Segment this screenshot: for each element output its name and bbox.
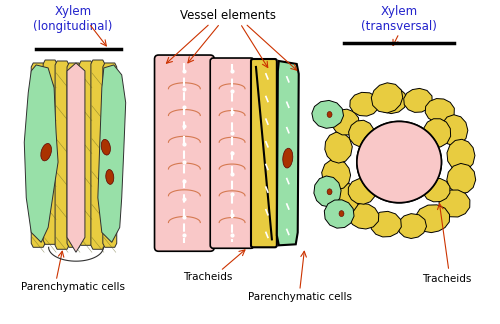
Ellipse shape	[41, 144, 51, 161]
Polygon shape	[425, 98, 454, 123]
Polygon shape	[415, 205, 450, 233]
Polygon shape	[348, 120, 374, 147]
Polygon shape	[79, 61, 93, 245]
Polygon shape	[398, 214, 426, 238]
FancyBboxPatch shape	[210, 58, 254, 248]
Text: Xylem
(transversal): Xylem (transversal)	[361, 6, 437, 33]
Polygon shape	[91, 60, 105, 249]
Polygon shape	[332, 183, 359, 214]
Polygon shape	[349, 203, 379, 229]
Text: Xylem
(longitudinal): Xylem (longitudinal)	[34, 6, 112, 33]
Ellipse shape	[357, 122, 442, 203]
Polygon shape	[376, 87, 407, 114]
Polygon shape	[372, 83, 402, 113]
Text: Tracheids: Tracheids	[184, 272, 233, 282]
Polygon shape	[312, 100, 344, 128]
Polygon shape	[24, 65, 58, 242]
Ellipse shape	[327, 111, 332, 118]
Polygon shape	[423, 179, 450, 202]
Polygon shape	[370, 211, 402, 237]
Ellipse shape	[283, 148, 293, 168]
Text: Parenchymatic cells: Parenchymatic cells	[21, 282, 125, 292]
Polygon shape	[332, 109, 359, 135]
Polygon shape	[67, 63, 85, 252]
Text: Vessel elements: Vessel elements	[180, 9, 276, 22]
FancyBboxPatch shape	[251, 59, 277, 247]
Ellipse shape	[101, 139, 110, 155]
Polygon shape	[441, 115, 468, 146]
Polygon shape	[98, 65, 126, 242]
Polygon shape	[325, 132, 352, 163]
Text: Parenchymatic cells: Parenchymatic cells	[248, 292, 352, 302]
Polygon shape	[404, 88, 432, 112]
Polygon shape	[447, 163, 476, 194]
Ellipse shape	[339, 211, 344, 216]
Polygon shape	[103, 63, 117, 247]
Polygon shape	[424, 119, 450, 147]
Polygon shape	[322, 159, 350, 190]
Polygon shape	[439, 190, 470, 217]
Polygon shape	[324, 200, 354, 228]
Polygon shape	[277, 61, 298, 245]
Polygon shape	[67, 63, 81, 247]
Polygon shape	[447, 139, 475, 171]
Ellipse shape	[106, 169, 114, 184]
Polygon shape	[314, 176, 341, 207]
Polygon shape	[348, 179, 376, 204]
Text: Tracheids: Tracheids	[422, 274, 472, 284]
Polygon shape	[31, 63, 45, 247]
Polygon shape	[55, 61, 69, 249]
FancyBboxPatch shape	[154, 55, 214, 251]
Ellipse shape	[327, 189, 332, 195]
Polygon shape	[43, 60, 57, 244]
Polygon shape	[350, 92, 379, 116]
Ellipse shape	[357, 122, 442, 203]
